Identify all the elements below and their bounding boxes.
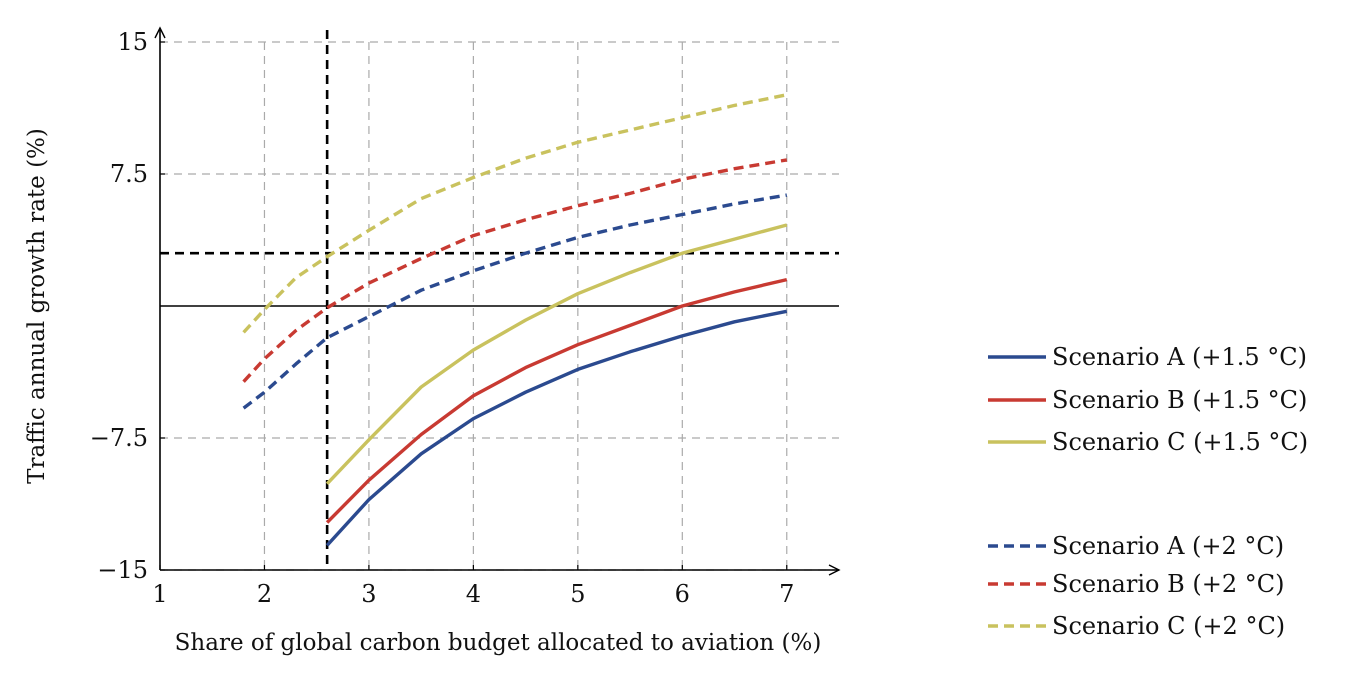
y-tick-label: −7.5 (90, 424, 148, 452)
x-tick-label: 3 (361, 580, 376, 608)
legend: Scenario A (+1.5 °C) Scenario B (+1.5 °C)… (988, 343, 1308, 640)
plot-series (242, 93, 788, 547)
x-tick-label: 7 (779, 580, 794, 608)
y-axis-label: Traffic annual growth rate (%) (24, 128, 50, 484)
series-line-4 (242, 193, 788, 410)
tick-labels: 1 2 3 4 5 6 7 −15 −7.5 7.5 15 (90, 28, 795, 608)
series-line-6 (242, 93, 788, 334)
legend-label: Scenario C (+2 °C) (1052, 612, 1285, 640)
x-tick-label: 2 (257, 580, 272, 608)
x-tick-label: 4 (466, 580, 481, 608)
y-tick-label: −15 (97, 556, 148, 584)
axes (154, 26, 841, 576)
legend-label: Scenario A (+1.5 °C) (1052, 343, 1307, 371)
x-tick-label: 6 (675, 580, 690, 608)
y-tick-label: 7.5 (110, 160, 148, 188)
y-axis-arrow (154, 26, 166, 39)
x-tick-label: 1 (152, 580, 167, 608)
x-tick-label: 5 (570, 580, 585, 608)
x-axis-label: Share of global carbon budget allocated … (175, 630, 822, 656)
legend-label: Scenario B (+1.5 °C) (1052, 386, 1307, 414)
series-line-1 (325, 309, 788, 547)
series-line-5 (242, 158, 788, 383)
y-tick-label: 15 (117, 28, 148, 56)
legend-label: Scenario C (+1.5 °C) (1052, 428, 1308, 456)
legend-label: Scenario B (+2 °C) (1052, 570, 1284, 598)
legend-label: Scenario A (+2 °C) (1052, 532, 1284, 560)
reference-lines (160, 30, 839, 570)
x-axis-arrow (828, 564, 841, 576)
series-line-2 (325, 277, 788, 524)
series-line-3 (325, 223, 788, 485)
